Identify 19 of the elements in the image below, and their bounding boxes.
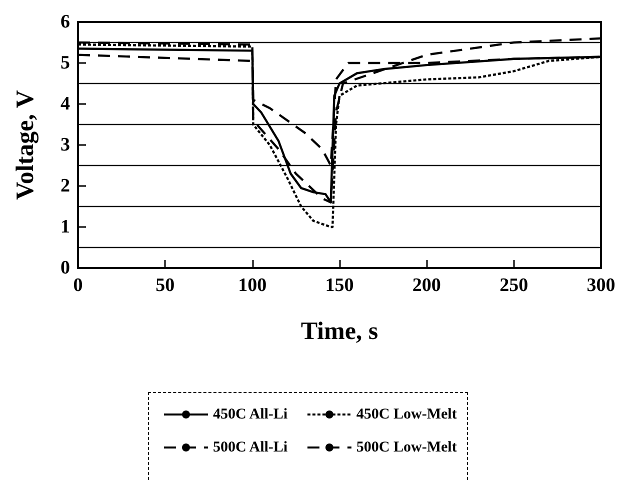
legend-label: 500C Low-Melt xyxy=(356,440,457,456)
legend-label: 500C All-Li xyxy=(213,440,288,456)
x-tick-label: 300 xyxy=(586,275,616,296)
y-tick-label: 5 xyxy=(60,52,70,74)
y-tick-label: 0 xyxy=(60,258,70,278)
x-tick-label: 250 xyxy=(500,275,528,296)
y-tick-label: 2 xyxy=(60,176,70,196)
x-axis-title: Time, s xyxy=(300,318,380,346)
y-tick-label: 6 xyxy=(60,12,70,32)
x-tick-label: 100 xyxy=(238,275,267,296)
x-tick-label: 200 xyxy=(412,275,441,296)
y-tick-label: 1 xyxy=(60,216,70,238)
legend-label: 450C All-Li xyxy=(213,406,288,422)
x-tick-label: 150 xyxy=(325,275,354,296)
x-tick-label: 50 xyxy=(156,275,175,296)
y-tick-label: 3 xyxy=(60,134,70,156)
y-tick-label: 4 xyxy=(60,94,70,114)
y-axis-title: Voltage, V xyxy=(12,90,39,200)
legend-label: 450C Low-Melt xyxy=(356,406,457,422)
